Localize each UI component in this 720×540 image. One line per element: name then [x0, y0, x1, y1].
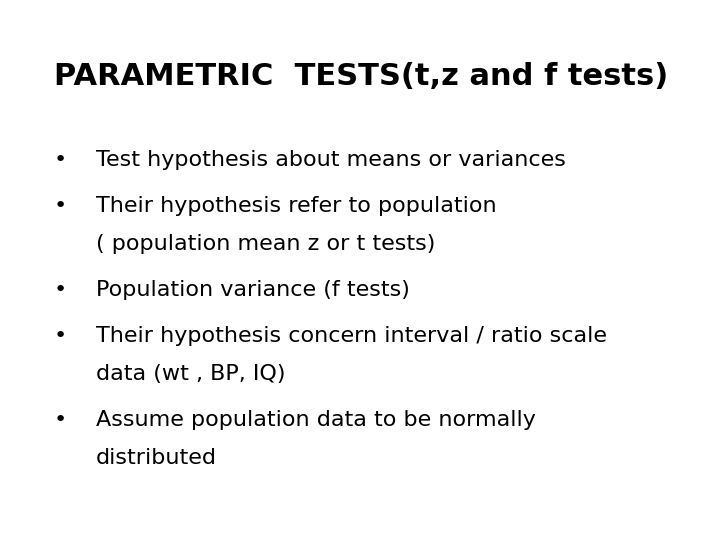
Text: Population variance (f tests): Population variance (f tests)	[96, 280, 410, 300]
Text: •: •	[54, 150, 67, 170]
Text: Their hypothesis concern interval / ratio scale: Their hypothesis concern interval / rati…	[96, 326, 607, 346]
Text: PARAMETRIC  TESTS(t,z and f tests): PARAMETRIC TESTS(t,z and f tests)	[54, 62, 668, 91]
Text: •: •	[54, 326, 67, 346]
Text: •: •	[54, 410, 67, 430]
Text: distributed: distributed	[96, 448, 217, 468]
Text: •: •	[54, 280, 67, 300]
Text: Test hypothesis about means or variances: Test hypothesis about means or variances	[96, 150, 566, 170]
Text: •: •	[54, 196, 67, 216]
Text: Their hypothesis refer to population: Their hypothesis refer to population	[96, 196, 497, 216]
Text: ( population mean z or t tests): ( population mean z or t tests)	[96, 234, 436, 254]
Text: Assume population data to be normally: Assume population data to be normally	[96, 410, 536, 430]
Text: data (wt , BP, IQ): data (wt , BP, IQ)	[96, 364, 286, 384]
